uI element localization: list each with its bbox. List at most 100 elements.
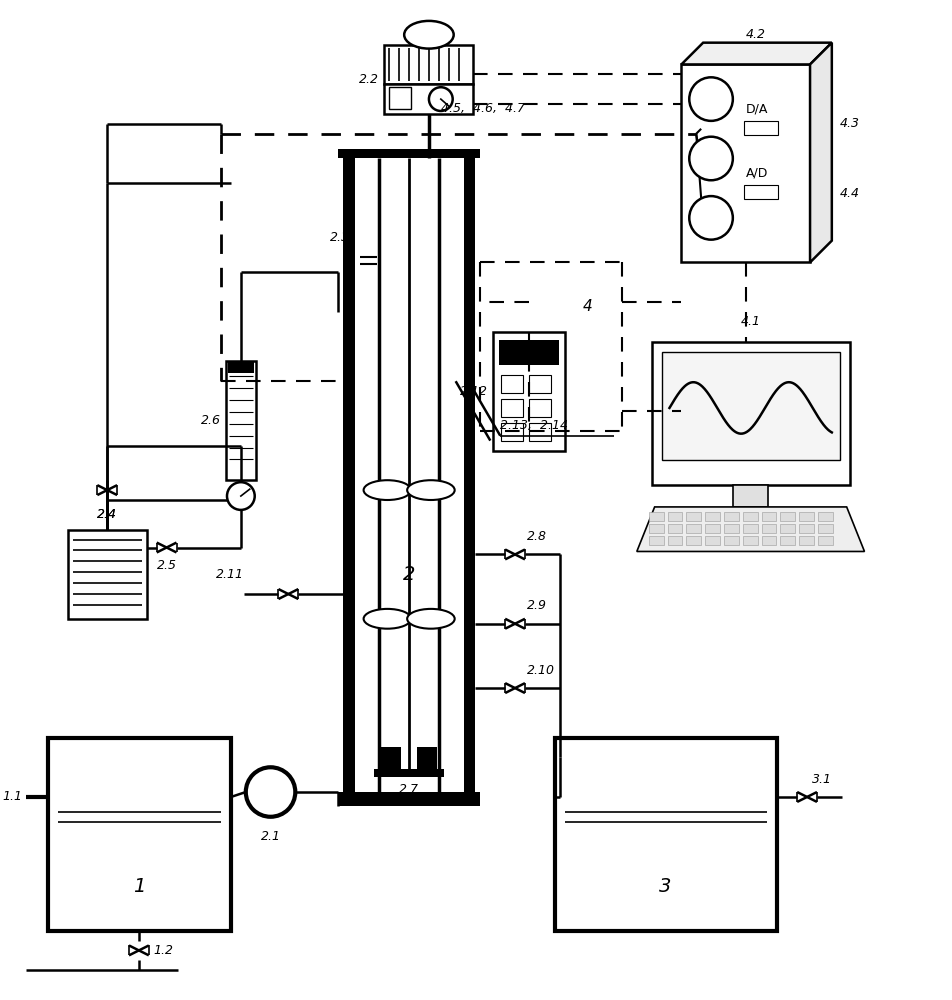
Bar — [529, 423, 550, 441]
Text: 2: 2 — [403, 565, 415, 584]
Bar — [648, 512, 664, 521]
Text: A/D: A/D — [745, 167, 768, 180]
Bar — [743, 524, 758, 533]
Text: 4.4: 4.4 — [840, 187, 860, 200]
Text: 4.5,  4.6,  4.7: 4.5, 4.6, 4.7 — [442, 102, 526, 115]
Text: 2.11: 2.11 — [216, 568, 244, 581]
Bar — [667, 512, 683, 521]
Bar — [733, 485, 768, 507]
Bar — [799, 536, 814, 545]
Bar — [499, 340, 559, 365]
Text: 2.7: 2.7 — [399, 783, 419, 796]
Bar — [781, 536, 795, 545]
Bar — [743, 536, 758, 545]
Bar — [682, 64, 810, 262]
Text: 2.12: 2.12 — [461, 385, 488, 398]
Bar — [501, 375, 523, 393]
Polygon shape — [637, 507, 864, 551]
Bar — [501, 399, 523, 417]
Bar — [686, 524, 702, 533]
Bar — [385, 84, 473, 114]
Bar — [667, 536, 683, 545]
Bar — [389, 87, 411, 109]
Text: 2.5: 2.5 — [157, 559, 177, 572]
Text: 1.1: 1.1 — [2, 790, 22, 803]
Polygon shape — [682, 43, 832, 64]
Bar — [686, 512, 702, 521]
Bar — [705, 512, 720, 521]
Bar — [762, 512, 777, 521]
Ellipse shape — [405, 21, 454, 49]
Bar — [818, 512, 833, 521]
Bar — [744, 185, 779, 199]
Text: 2.4: 2.4 — [97, 508, 117, 521]
Bar — [686, 536, 702, 545]
Text: 2.2: 2.2 — [360, 73, 380, 86]
Bar — [744, 121, 779, 135]
Text: 2.6: 2.6 — [201, 414, 221, 427]
Bar — [667, 524, 683, 533]
Bar — [762, 524, 777, 533]
Bar — [529, 399, 550, 417]
Ellipse shape — [364, 609, 411, 629]
Circle shape — [227, 482, 255, 510]
Bar — [501, 423, 523, 441]
Bar — [662, 352, 840, 460]
Circle shape — [689, 196, 733, 240]
Bar — [374, 769, 444, 777]
Ellipse shape — [407, 609, 455, 629]
Bar — [385, 45, 473, 84]
Bar — [338, 149, 481, 158]
Bar — [762, 536, 777, 545]
Bar — [724, 512, 739, 521]
Text: 2.10: 2.10 — [527, 664, 555, 677]
Polygon shape — [810, 43, 832, 262]
Bar — [818, 524, 833, 533]
Bar — [48, 738, 231, 931]
Bar — [743, 512, 758, 521]
Text: 2.4: 2.4 — [97, 508, 117, 521]
Text: 2.13,  2.14: 2.13, 2.14 — [500, 419, 568, 432]
Bar — [652, 342, 849, 485]
Bar — [417, 747, 437, 769]
Bar — [68, 530, 147, 619]
Bar — [338, 792, 481, 806]
Bar — [705, 536, 720, 545]
Bar — [781, 512, 795, 521]
Text: 1.2: 1.2 — [153, 944, 174, 957]
Text: 2.1: 2.1 — [261, 830, 281, 843]
Bar — [555, 738, 778, 931]
Bar — [818, 536, 833, 545]
Circle shape — [689, 137, 733, 180]
Text: 1: 1 — [132, 877, 145, 896]
Text: 4.1: 4.1 — [741, 315, 761, 328]
Bar — [648, 536, 664, 545]
Bar — [529, 375, 550, 393]
Circle shape — [246, 767, 295, 817]
Text: D/A: D/A — [745, 102, 768, 115]
Circle shape — [689, 77, 733, 121]
Bar — [705, 524, 720, 533]
Text: 2.8: 2.8 — [527, 530, 547, 543]
Circle shape — [429, 87, 453, 111]
Bar — [226, 361, 256, 480]
Text: 3: 3 — [660, 877, 672, 896]
Bar — [464, 158, 475, 792]
Text: 4: 4 — [583, 299, 592, 314]
Text: 2.3: 2.3 — [329, 231, 349, 244]
Bar — [493, 332, 565, 451]
Bar — [781, 524, 795, 533]
Ellipse shape — [407, 480, 455, 500]
Text: 4.2: 4.2 — [745, 28, 765, 41]
Ellipse shape — [364, 480, 411, 500]
Bar — [648, 524, 664, 533]
Bar — [228, 361, 254, 373]
Text: 3.1: 3.1 — [812, 773, 832, 786]
Bar — [799, 512, 814, 521]
Bar — [724, 536, 739, 545]
Bar — [382, 747, 401, 769]
Text: 2.9: 2.9 — [527, 599, 547, 612]
Text: 4.3: 4.3 — [840, 117, 860, 130]
Bar — [724, 524, 739, 533]
Bar — [799, 524, 814, 533]
